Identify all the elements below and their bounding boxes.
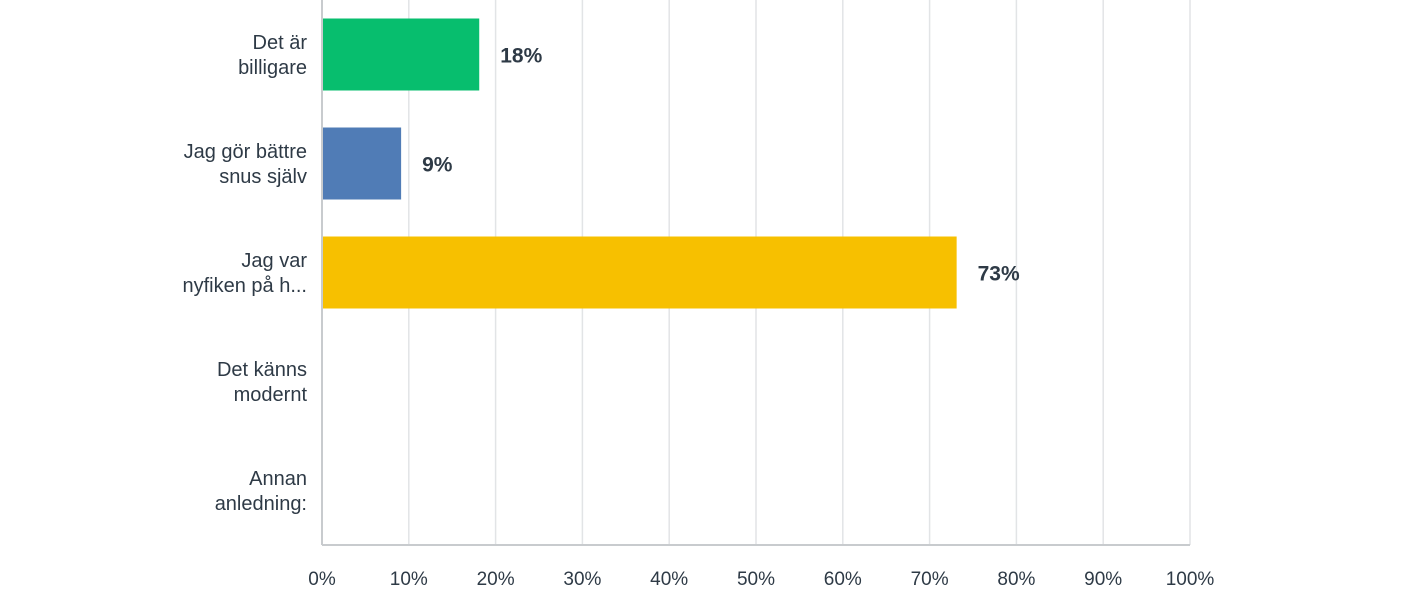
x-tick-label: 100% [1166, 569, 1215, 590]
x-tick-label: 50% [737, 569, 775, 590]
x-tick-label: 60% [824, 569, 862, 590]
value-label: 9% [422, 154, 453, 177]
bar [323, 127, 402, 200]
x-tick-label: 90% [1084, 569, 1122, 590]
axes [321, 0, 1190, 546]
labels: 0% 10% 20% 30% 40% 50% 60% 70% 80% 90% 100% 18% Det … [182, 32, 1214, 590]
x-tick-label: 20% [477, 569, 515, 590]
category-label: Jag gör bättre snus själv [184, 141, 307, 188]
x-tick-label: 10% [390, 569, 428, 590]
x-tick-label: 0% [308, 569, 336, 590]
value-label: 18% [500, 45, 542, 68]
category-label: Annan anledning: [215, 468, 307, 515]
x-tick-label: 80% [997, 569, 1035, 590]
x-tick-label: 70% [911, 569, 949, 590]
category-label: Det är billigare [238, 32, 307, 79]
x-tick-label: 40% [650, 569, 688, 590]
value-label: 73% [978, 263, 1020, 286]
bar [323, 236, 957, 309]
bars [323, 18, 957, 309]
bar [323, 18, 480, 91]
category-label: Det känns modernt [217, 359, 308, 406]
category-label: Jag var nyfiken på h... [182, 250, 307, 297]
x-tick-label: 30% [563, 569, 601, 590]
